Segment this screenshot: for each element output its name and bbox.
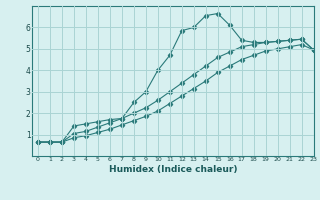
X-axis label: Humidex (Indice chaleur): Humidex (Indice chaleur) bbox=[108, 165, 237, 174]
